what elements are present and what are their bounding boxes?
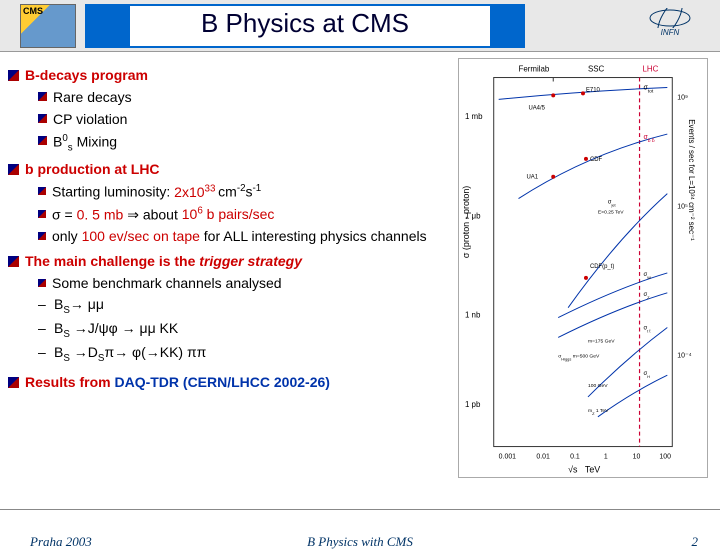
svg-text:LHC: LHC [643, 65, 659, 74]
svg-text:10⁵: 10⁵ [677, 203, 688, 210]
cross-section-chart: Fermilab SSC LHC 1 mb 1 μb 1 nb 1 pb 10⁹… [458, 58, 708, 478]
svg-text:Events / sec for L=10³⁴ cm⁻² s: Events / sec for L=10³⁴ cm⁻² sec⁻¹ [687, 119, 696, 241]
list-item: CP violation [38, 110, 448, 129]
svg-text:E>0.25 TeV: E>0.25 TeV [598, 209, 624, 215]
svg-text:10: 10 [633, 453, 641, 460]
section-results: Results from DAQ-TDR (CERN/LHCC 2002-26) [8, 373, 448, 392]
svg-text:σt t̄: σt t̄ [644, 326, 652, 334]
bullet-icon [38, 210, 46, 218]
list-item: σ = 0. 5 mb ⇒ about 106 b pairs/sec [38, 205, 448, 225]
svg-text:1 mb: 1 mb [465, 112, 483, 121]
svg-text:0.1: 0.1 [570, 453, 580, 460]
svg-text:√s TeV: √s TeV [568, 464, 600, 474]
svg-text:CDF: CDF [590, 157, 603, 163]
bullet-icon [8, 377, 19, 388]
svg-text:1 pb: 1 pb [465, 400, 481, 409]
bullet-icon [8, 256, 19, 267]
svg-text:σjet: σjet [608, 200, 617, 208]
bullet-icon [8, 164, 19, 175]
svg-text:mZ 1 TeV: mZ 1 TeV [588, 408, 609, 416]
svg-text:10⁻⁴: 10⁻⁴ [677, 352, 691, 359]
bullet-icon [38, 114, 47, 123]
svg-text:SSC: SSC [588, 65, 605, 74]
svg-text:σW: σW [644, 272, 652, 280]
svg-text:0.01: 0.01 [536, 453, 550, 460]
svg-text:100: 100 [659, 453, 671, 460]
list-item: Rare decays [38, 88, 448, 107]
list-item: Some benchmark channels analysed [38, 274, 448, 293]
svg-text:σ (proton - proton): σ (proton - proton) [461, 186, 471, 258]
list-item: –BS →DSπ→ φ(→KK) ππ [38, 343, 448, 365]
svg-text:σHiggs m=500 GeV: σHiggs m=500 GeV [558, 353, 600, 361]
svg-text:1 nb: 1 nb [465, 311, 481, 320]
footer-page-number: 2 [692, 534, 699, 550]
svg-text:UA4/5: UA4/5 [528, 105, 545, 111]
bullet-icon [38, 136, 47, 145]
footer-divider [0, 509, 720, 510]
content-area: B-decays program Rare decays CP violatio… [8, 60, 448, 392]
svg-text:100 GeV: 100 GeV [588, 383, 608, 389]
svg-text:σH: σH [644, 371, 651, 379]
list-item: Starting luminosity: 2x1033 cm-2s-1 [38, 182, 448, 202]
slide-title: B Physics at CMS [90, 8, 520, 39]
bullet-icon [38, 279, 46, 287]
bullet-icon [38, 92, 47, 101]
infn-logo: INFN [638, 8, 702, 44]
list-item: only 100 ev/sec on tape for ALL interest… [38, 227, 448, 246]
svg-text:1: 1 [604, 453, 608, 460]
svg-text:E710: E710 [586, 87, 601, 93]
bullet-icon [38, 187, 46, 195]
list-item: –BS→ μμ [38, 295, 448, 317]
svg-text:σZ: σZ [644, 292, 651, 300]
section-b-production: b production at LHC [8, 160, 448, 179]
svg-text:UA1: UA1 [526, 175, 538, 181]
svg-text:CDF(p_t): CDF(p_t) [590, 264, 614, 270]
svg-text:σtot: σtot [644, 84, 654, 94]
svg-text:Fermilab: Fermilab [519, 65, 550, 74]
svg-text:0.001: 0.001 [499, 453, 517, 460]
section-b-decays: B-decays program [8, 66, 448, 85]
title-bar: CMS B Physics at CMS INFN [0, 0, 720, 52]
bullet-icon [8, 70, 19, 81]
list-item: B0s Mixing [38, 132, 448, 155]
bullet-icon [38, 232, 46, 240]
svg-text:m=175 GeV: m=175 GeV [588, 338, 615, 344]
cms-logo: CMS [20, 4, 76, 48]
footer-center: B Physics with CMS [0, 534, 720, 550]
section-trigger: The main challenge is the trigger strate… [8, 252, 448, 271]
list-item: –BS →J/ψφ → μμ KK [38, 319, 448, 341]
svg-text:10⁹: 10⁹ [677, 94, 688, 101]
svg-text:σb b̄: σb b̄ [644, 134, 655, 144]
